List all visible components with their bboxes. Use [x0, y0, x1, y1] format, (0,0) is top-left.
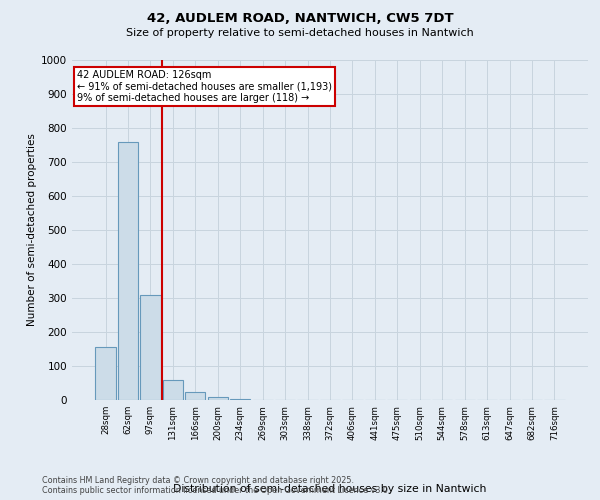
Bar: [118, 142, 138, 400]
Text: 42, AUDLEM ROAD, NANTWICH, CW5 7DT: 42, AUDLEM ROAD, NANTWICH, CW5 7DT: [146, 12, 454, 26]
Text: Size of property relative to semi-detached houses in Nantwich: Size of property relative to semi-detach…: [126, 28, 474, 38]
Bar: [140, 294, 161, 400]
Bar: [163, 380, 183, 400]
Bar: [185, 392, 205, 400]
X-axis label: Distribution of semi-detached houses by size in Nantwich: Distribution of semi-detached houses by …: [173, 484, 487, 494]
Text: Contains HM Land Registry data © Crown copyright and database right 2025.
Contai: Contains HM Land Registry data © Crown c…: [42, 476, 391, 495]
Y-axis label: Number of semi-detached properties: Number of semi-detached properties: [27, 134, 37, 326]
Text: 42 AUDLEM ROAD: 126sqm
← 91% of semi-detached houses are smaller (1,193)
9% of s: 42 AUDLEM ROAD: 126sqm ← 91% of semi-det…: [77, 70, 332, 103]
Bar: [208, 398, 228, 400]
Bar: [95, 348, 116, 400]
